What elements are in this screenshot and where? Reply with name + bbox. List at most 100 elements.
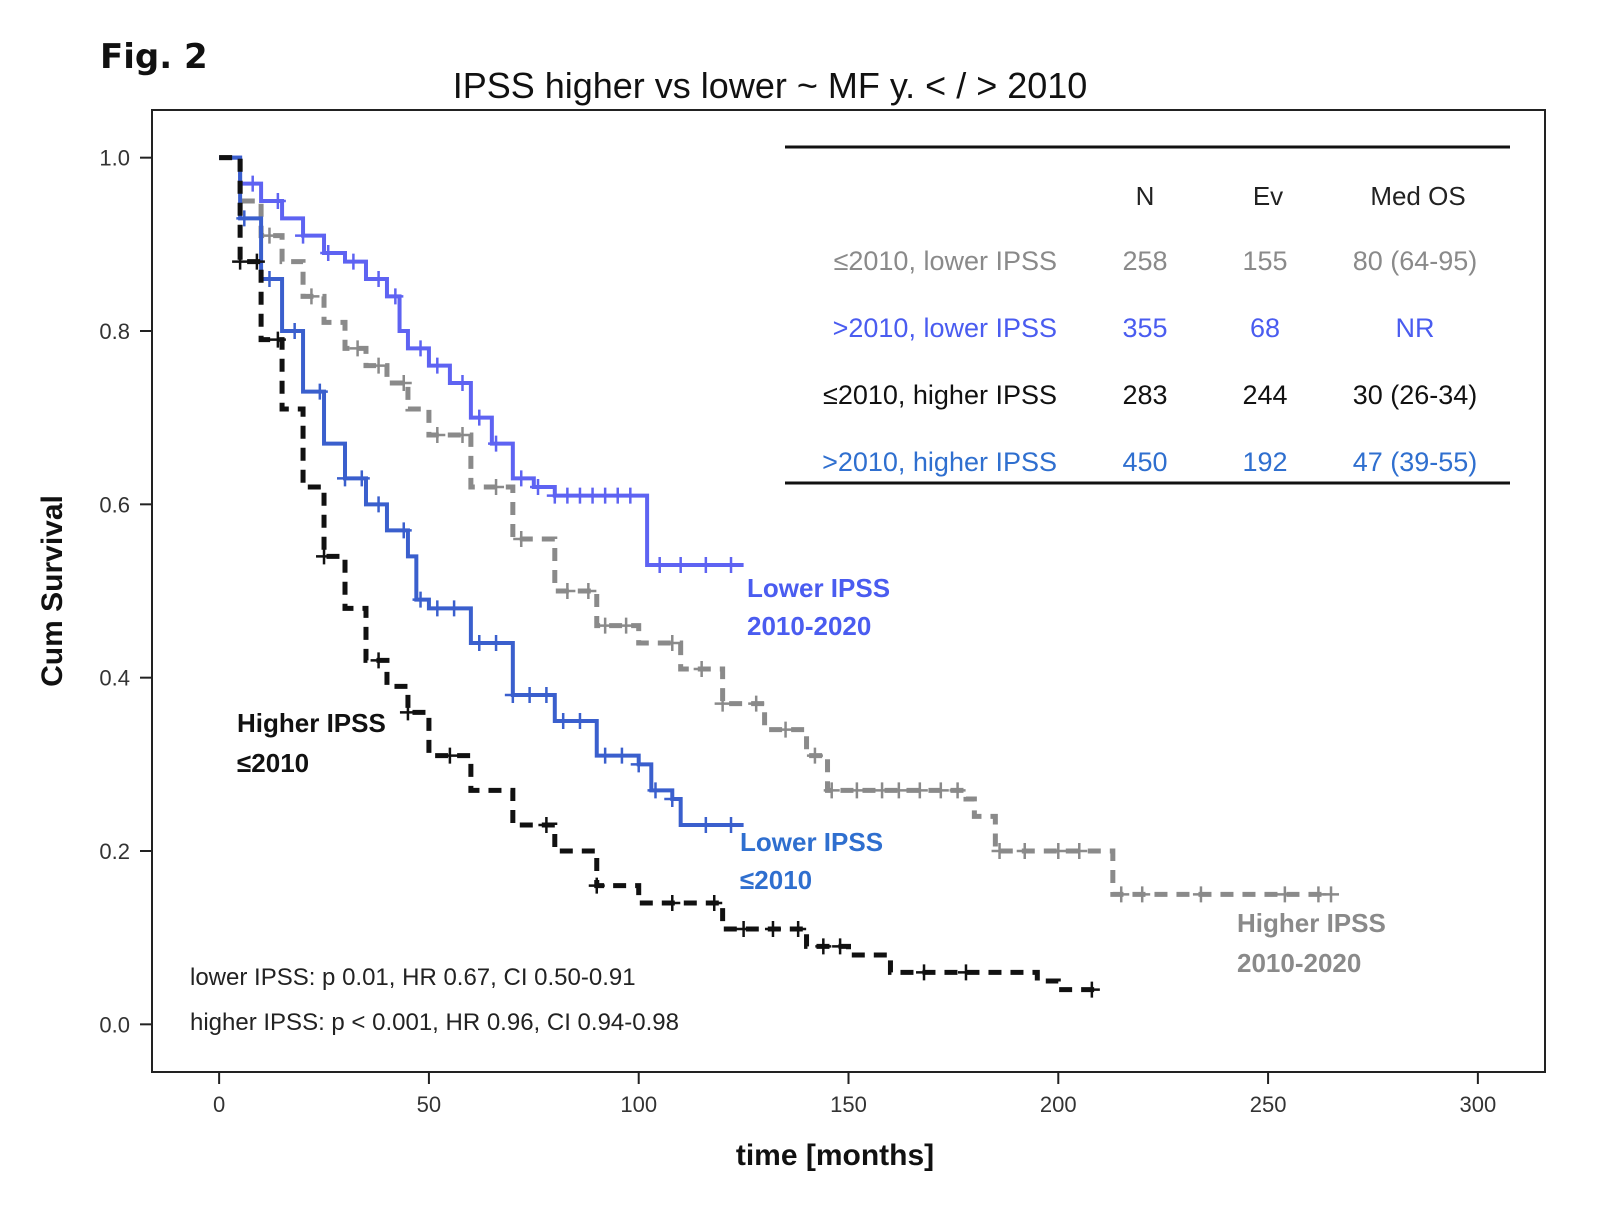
censor-mark (672, 557, 689, 573)
censor-mark (697, 817, 714, 833)
censor-mark (723, 557, 740, 573)
censor-mark (764, 921, 781, 937)
table-row-med-os: NR (1396, 313, 1435, 343)
censor-mark (588, 877, 605, 894)
censor-mark (429, 600, 446, 617)
y-axis: 0.0 0.2 0.4 0.6 0.8 1.0 (99, 146, 152, 1037)
censor-mark (723, 817, 740, 833)
censor-mark (513, 531, 530, 547)
x-axis-title: time [months] (736, 1139, 934, 1172)
censor-mark (269, 331, 286, 348)
annotation-label: 2010-2020 (1237, 948, 1361, 978)
censor-mark (618, 617, 635, 634)
table-row-med-os: 47 (39-55) (1353, 447, 1478, 477)
table-header-ev: Ev (1253, 181, 1283, 211)
censor-mark (395, 375, 412, 391)
censor-mark (429, 427, 446, 443)
censor-mark (345, 253, 362, 270)
censor-mark (236, 210, 253, 227)
x-tick-label: 250 (1250, 1092, 1287, 1117)
censor-mark (580, 583, 597, 599)
y-tick-label: 0.4 (99, 666, 130, 691)
y-axis-title: Cum Survival (36, 495, 69, 687)
survival-curves (219, 155, 1340, 998)
x-tick-label: 50 (417, 1092, 441, 1117)
censor-mark (412, 340, 429, 357)
censor-mark (370, 652, 387, 669)
censor-mark (630, 756, 647, 773)
censor-mark (832, 938, 849, 955)
y-tick-label: 0.0 (99, 1012, 130, 1037)
censor-mark (848, 782, 865, 799)
censor-mark (538, 817, 555, 833)
censor-mark (714, 695, 731, 712)
censor-mark (441, 747, 458, 764)
stat-higher-ipss: higher IPSS: p < 0.001, HR 0.96, CI 0.94… (190, 1009, 679, 1036)
censor-mark (370, 357, 387, 374)
censor-mark (647, 782, 664, 799)
censor-mark (412, 591, 429, 608)
table-row-ev: 244 (1242, 380, 1287, 410)
x-tick-label: 300 (1460, 1092, 1497, 1117)
censor-mark (949, 782, 966, 799)
table-header-n: N (1136, 181, 1155, 211)
censor-mark (454, 427, 471, 443)
censor-mark (874, 782, 891, 799)
censor-mark (395, 522, 412, 539)
censor-mark (597, 617, 614, 634)
table-row-n: 450 (1122, 447, 1167, 477)
censor-mark (248, 253, 265, 270)
x-axis: 0 50 100 150 200 250 300 (213, 1072, 1496, 1117)
table-row-n: 355 (1122, 313, 1167, 343)
table-row-label: >2010, higher IPSS (822, 447, 1057, 477)
censor-mark (823, 782, 840, 799)
censor-mark (488, 635, 505, 651)
figure-label: Fig. 2 (100, 37, 208, 77)
y-tick-label: 1.0 (99, 146, 130, 171)
censor-mark (559, 583, 576, 599)
censor-mark (471, 635, 488, 651)
censor-mark (530, 479, 547, 495)
table-row-label: ≤2010, higher IPSS (823, 380, 1057, 410)
censor-mark (790, 921, 807, 937)
censor-mark (488, 479, 505, 495)
annotation-label: Higher IPSS (1237, 908, 1386, 938)
censor-mark (664, 895, 681, 911)
censor-mark (1134, 886, 1151, 903)
censor-mark (303, 288, 320, 305)
x-tick-label: 150 (830, 1092, 867, 1117)
x-tick-label: 200 (1040, 1092, 1077, 1117)
table-row-n: 258 (1122, 246, 1167, 276)
censor-mark (337, 470, 354, 487)
annotation-label: Lower IPSS (740, 827, 883, 857)
censor-mark (597, 747, 614, 764)
table-row-med-os: 30 (26-34) (1353, 380, 1478, 410)
censor-mark (957, 964, 974, 981)
annotation-label: Lower IPSS (747, 573, 890, 603)
censor-mark (471, 409, 488, 426)
censor-mark (521, 687, 538, 703)
censor-mark (777, 721, 794, 738)
censor-mark (735, 921, 752, 937)
summary-table: N Ev Med OS ≤2010, lower IPSS 258 155 80… (785, 145, 1510, 485)
censor-mark (488, 435, 505, 452)
censor-mark (370, 496, 387, 513)
table-row-ev: 155 (1242, 246, 1287, 276)
x-tick-label: 0 (213, 1092, 225, 1117)
censor-mark (622, 487, 639, 504)
censor-mark (446, 600, 463, 617)
censor-mark (613, 747, 630, 764)
table-row-label: ≤2010, lower IPSS (834, 246, 1057, 276)
censor-mark (349, 340, 366, 357)
y-tick-label: 0.6 (99, 492, 130, 517)
censor-mark (269, 193, 286, 209)
chart-title: IPSS higher vs lower ~ MF y. < / > 2010 (453, 65, 1088, 106)
annotation-label: 2010-2020 (747, 611, 871, 641)
table-header-med-os: Med OS (1370, 181, 1465, 211)
censor-mark (890, 782, 907, 799)
censor-mark (232, 253, 249, 270)
censor-mark (706, 895, 723, 911)
stat-lower-ipss: lower IPSS: p 0.01, HR 0.67, CI 0.50-0.9… (190, 964, 636, 991)
censor-mark (664, 791, 681, 807)
censor-mark (664, 635, 681, 651)
